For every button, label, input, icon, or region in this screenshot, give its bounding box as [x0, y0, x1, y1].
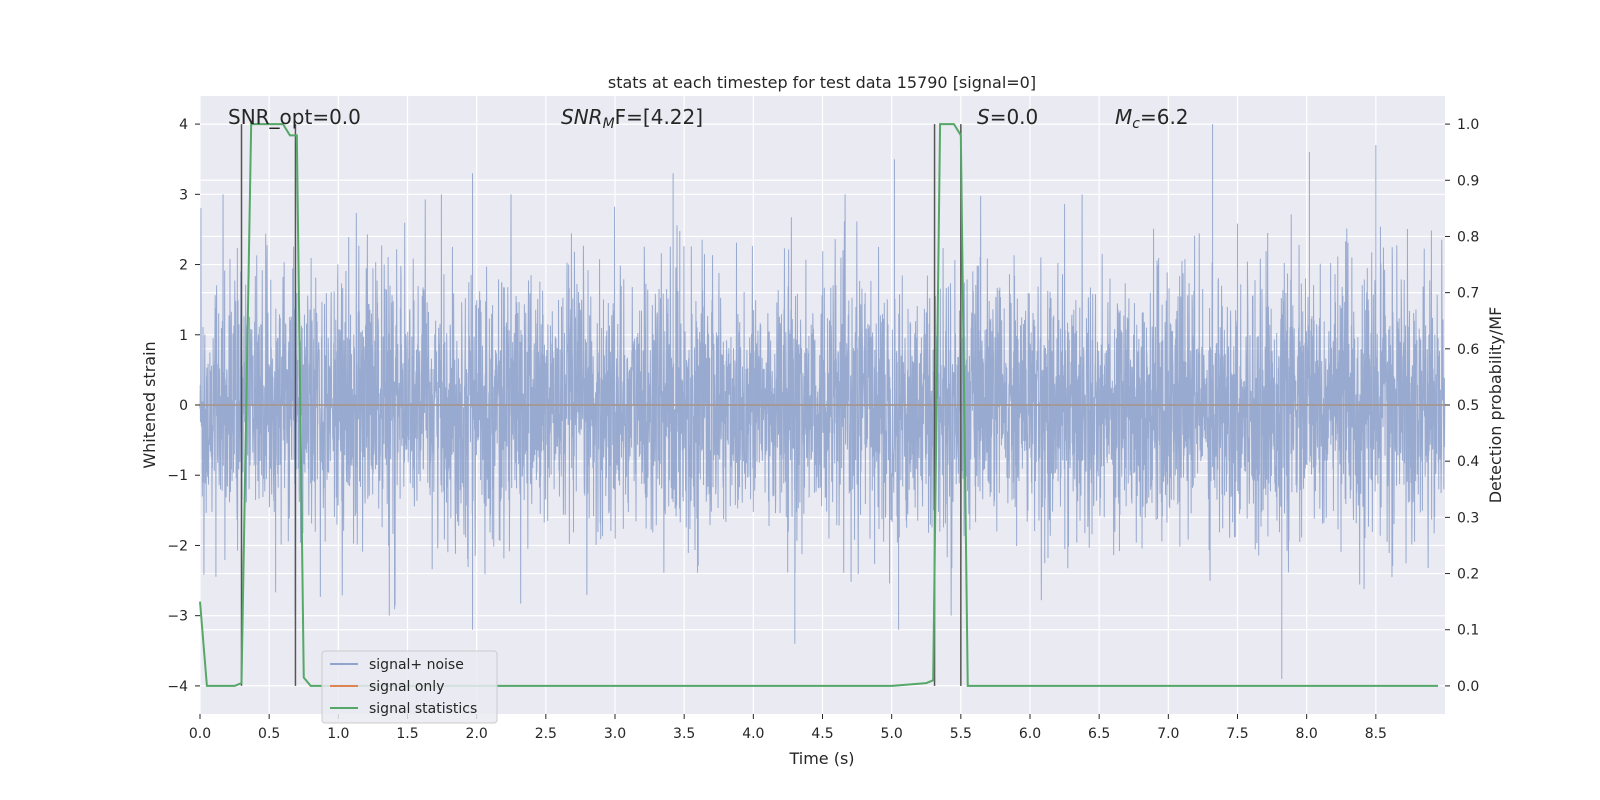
y-axis-label: Whitened strain — [140, 341, 159, 468]
y-tick-label-3: 1 — [179, 328, 188, 344]
x-tick-label-16: 8.0 — [1296, 726, 1318, 742]
y-tick-labels: 4 3 2 1 0 −1 −2 −3 −4 — [167, 117, 200, 695]
annotation-snr-mf-snr: SNR — [561, 105, 603, 129]
legend-box — [321, 650, 498, 724]
annotation-mc-sub: c — [1132, 116, 1140, 132]
y2-tick-label-2: 0.8 — [1457, 229, 1479, 245]
y-tick-label-8: −4 — [167, 679, 188, 695]
annotation-mc-symbol: M — [1115, 105, 1132, 129]
y2-axis-label: Detection probability/MF — [1486, 307, 1505, 504]
y2-tick-label-6: 0.4 — [1457, 454, 1479, 470]
y2-tick-label-1: 0.9 — [1457, 173, 1479, 189]
x-tick-label-4: 2.0 — [466, 726, 488, 742]
x-tick-label-7: 3.5 — [673, 726, 695, 742]
legend: signal+ noise signal only signal statist… — [321, 650, 498, 724]
y2-tick-label-5: 0.5 — [1457, 398, 1479, 414]
annotation-s-symbol: S — [977, 105, 990, 129]
y2-tick-label-3: 0.7 — [1457, 286, 1479, 302]
x-tick-label-5: 2.5 — [535, 726, 557, 742]
legend-label-signal-only: signal only — [369, 679, 444, 695]
y-tick-label-5: −1 — [167, 468, 188, 484]
y2-tick-label-9: 0.1 — [1457, 623, 1479, 639]
annotation-snr-mf-sub: M — [603, 116, 615, 132]
y-tick-label-4: 0 — [179, 398, 188, 414]
x-tick-label-8: 4.0 — [742, 726, 764, 742]
y-tick-label-2: 2 — [179, 258, 188, 274]
x-tick-label-3: 1.5 — [396, 726, 418, 742]
annotation-mc-value: =6.2 — [1140, 105, 1189, 129]
x-axis-label: Time (s) — [788, 749, 854, 768]
annotation-s-value: =0.0 — [990, 105, 1039, 129]
y-tick-label-0: 4 — [179, 117, 188, 133]
annotation-snr-mf-value: F=[4.22] — [615, 105, 703, 129]
chart-title: stats at each timestep for test data 157… — [608, 73, 1036, 92]
legend-label-signal-statistics: signal statistics — [369, 701, 477, 717]
x-tick-label-15: 7.5 — [1226, 726, 1248, 742]
x-tick-label-11: 5.5 — [950, 726, 972, 742]
y-tick-label-7: −3 — [167, 609, 188, 625]
y2-tick-label-0: 1.0 — [1457, 117, 1479, 133]
x-tick-label-6: 3.0 — [604, 726, 626, 742]
x-tick-label-17: 8.5 — [1365, 726, 1387, 742]
annotation-snr-opt: SNR_opt=0.0 — [228, 105, 361, 129]
legend-label-signal-noise: signal+ noise — [369, 657, 464, 673]
annotation-s: S=0.0 — [977, 105, 1038, 129]
y2-tick-label-7: 0.3 — [1457, 510, 1479, 526]
signal-noise-line — [199, 124, 1446, 679]
y-tick-label-1: 3 — [179, 187, 188, 203]
x-tick-label-13: 6.5 — [1088, 726, 1110, 742]
annotation-snr-mf: SNRMF=[4.22] — [561, 105, 703, 132]
series-signal-noise — [199, 124, 1446, 679]
y2-tick-labels: 1.0 0.9 0.8 0.7 0.6 0.5 0.4 0.3 0.2 0.1 0.0 — [1445, 117, 1479, 695]
x-tick-label-14: 7.0 — [1157, 726, 1179, 742]
x-tick-labels: 0.0 0.5 1.0 1.5 2.0 2.5 3.0 3.5 4.0 4.5 5.0 5.5 6.0 6… — [189, 714, 1387, 742]
y2-tick-label-4: 0.6 — [1457, 342, 1479, 358]
x-tick-label-1: 0.5 — [258, 726, 280, 742]
annotation-mc: Mc=6.2 — [1115, 105, 1189, 132]
x-tick-label-0: 0.0 — [189, 726, 211, 742]
y2-tick-label-8: 0.2 — [1457, 567, 1479, 583]
y-tick-label-6: −2 — [167, 538, 188, 554]
x-tick-label-2: 1.0 — [327, 726, 349, 742]
x-tick-label-10: 5.0 — [881, 726, 903, 742]
x-tick-label-9: 4.5 — [811, 726, 833, 742]
y2-tick-label-10: 0.0 — [1457, 679, 1479, 695]
x-tick-label-12: 6.0 — [1019, 726, 1041, 742]
